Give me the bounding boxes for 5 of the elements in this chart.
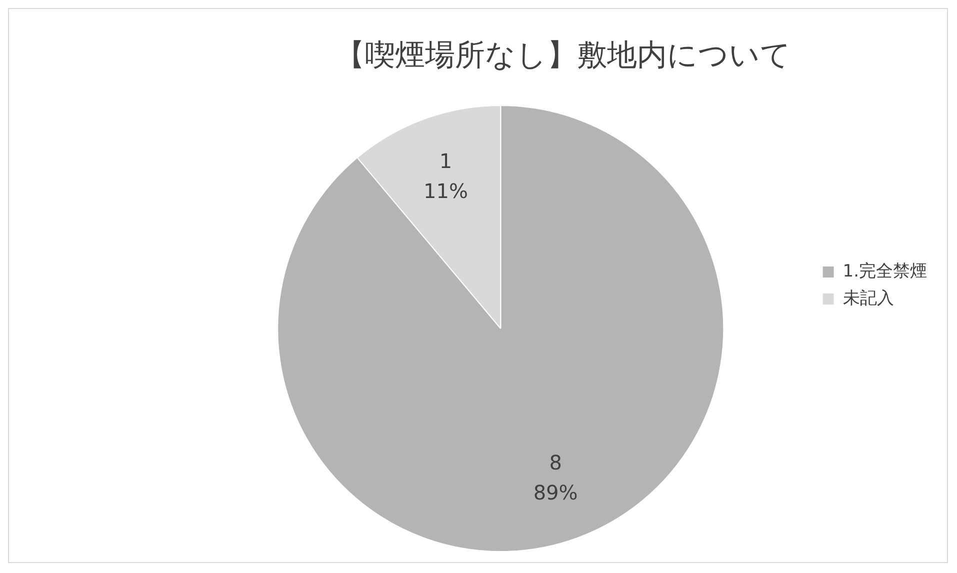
data-label: 8 89% [533,450,578,505]
chart-title: 【喫煙場所なし】敷地内について [335,38,791,73]
legend-label: 1.完全禁煙 [842,261,928,282]
data-label: 1 11% [424,148,468,203]
legend-label: 未記入 [842,288,894,308]
